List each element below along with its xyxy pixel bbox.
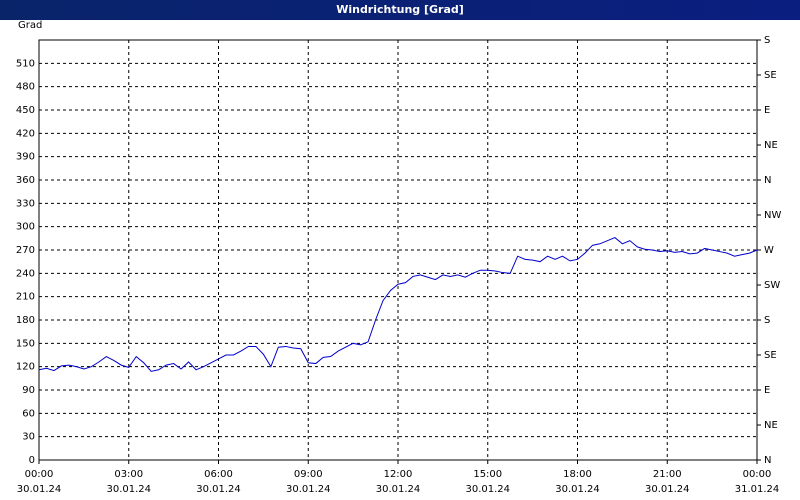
y-tick-label: 30 [22, 432, 35, 443]
y2-tick-label: N [764, 455, 771, 466]
x-tick-label: 03:00 [114, 469, 143, 480]
x-tick-label: 00:00 [743, 469, 772, 480]
y2-tick-label: NE [764, 140, 778, 151]
y2-tick-label: W [764, 245, 774, 256]
x-tick-date: 30.01.24 [17, 484, 62, 495]
x-tick-date: 30.01.24 [465, 484, 510, 495]
x-tick-label: 21:00 [653, 469, 682, 480]
chart: Grad 0 30 60 90 120 150 180 210 240 270 300 330 360 3… [16, 20, 782, 495]
x-tick-date: 31.01.24 [735, 484, 780, 495]
y-axis-label: Grad [18, 20, 42, 31]
y2-tick-label: E [764, 105, 770, 116]
x-tick-label: 06:00 [204, 469, 233, 480]
y2-tick-label: N [764, 175, 771, 186]
data-line [38, 236, 758, 372]
y2-tick-label: S [764, 315, 770, 326]
x-tick-label: 18:00 [563, 469, 592, 480]
x-tick-date: 30.01.24 [645, 484, 690, 495]
y2-tick-label: SE [764, 70, 777, 81]
y2-tick-label: NE [764, 420, 778, 431]
y-tick-label: 330 [16, 198, 35, 209]
x-tick-label: 15:00 [473, 469, 502, 480]
y-tick-label: 480 [16, 82, 35, 93]
y-tick-label: 90 [22, 385, 35, 396]
y-tick-label: 360 [16, 175, 35, 186]
y-tick-label: 390 [16, 152, 35, 163]
y-tick-label: 120 [16, 362, 35, 373]
y-tick-label: 450 [16, 105, 35, 116]
x-tick-date: 30.01.24 [376, 484, 421, 495]
x-tick-label: 12:00 [384, 469, 413, 480]
y-tick-label: 150 [16, 338, 35, 349]
y-tick-label: 270 [16, 245, 35, 256]
y-tick-label: 510 [16, 58, 35, 69]
x-tick-date: 30.01.24 [286, 484, 331, 495]
window-title: Windrichtung [Grad] [0, 0, 800, 20]
y-tick-label: 0 [29, 455, 35, 466]
y-tick-label: 210 [16, 292, 35, 303]
x-tick-date: 30.01.24 [555, 484, 600, 495]
y2-tick-label: E [764, 385, 770, 396]
y-tick-label: 240 [16, 268, 35, 279]
y2-tick-label: NW [764, 210, 781, 221]
x-tick-date: 30.01.24 [196, 484, 241, 495]
y-tick-label: 60 [22, 408, 35, 419]
x-tick-label: 09:00 [294, 469, 323, 480]
x-tick-label: 00:00 [25, 469, 54, 480]
y-tick-label: 300 [16, 222, 35, 233]
y2-tick-label: SE [764, 350, 777, 361]
y2-tick-label: S [764, 35, 770, 46]
y-tick-label: 420 [16, 128, 35, 139]
y2-tick-label: SW [764, 280, 780, 291]
x-tick-date: 30.01.24 [106, 484, 151, 495]
y-tick-label: 180 [16, 315, 35, 326]
